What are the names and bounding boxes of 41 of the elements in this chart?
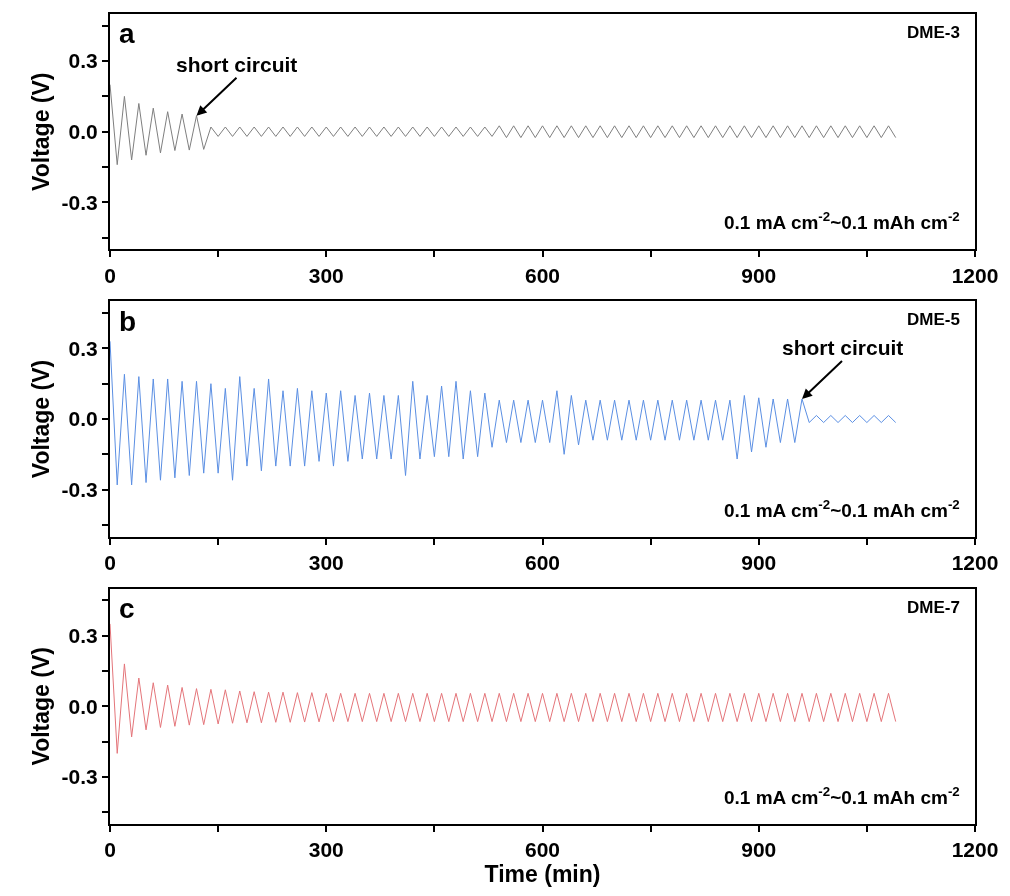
y-tick-label: 0.0 bbox=[68, 120, 98, 144]
x-tick-label: 900 bbox=[741, 263, 777, 287]
y-tick-label: -0.3 bbox=[61, 765, 98, 789]
x-tick-label: 0 bbox=[104, 550, 116, 574]
annotation: short circuit bbox=[176, 53, 298, 76]
y-axis-title: Voltage (V) bbox=[27, 647, 54, 766]
annotation: DME-5 bbox=[907, 310, 960, 329]
x-tick-label: 300 bbox=[308, 263, 344, 287]
x-tick-label: 900 bbox=[741, 550, 777, 574]
annotation: c bbox=[119, 593, 135, 624]
annotation: 0.1 mA cm$^{-2}$~0.1 mAh cm$^{-2}$ bbox=[724, 497, 960, 521]
annotation: 0.1 mA cm$^{-2}$~0.1 mAh cm$^{-2}$ bbox=[724, 209, 960, 233]
annotation: b bbox=[119, 306, 137, 337]
x-tick-label: 300 bbox=[308, 550, 344, 574]
annotation: DME-7 bbox=[907, 598, 960, 617]
x-tick-label: 0 bbox=[104, 838, 116, 862]
x-axis-title: Time (min) bbox=[484, 861, 601, 888]
annotation: short circuit bbox=[782, 336, 904, 359]
line-series bbox=[110, 84, 897, 166]
y-axis-title: Voltage (V) bbox=[27, 359, 54, 479]
x-tick-label: 1200 bbox=[951, 263, 999, 287]
y-tick-label: 0.3 bbox=[68, 336, 98, 360]
x-tick-label: 1200 bbox=[951, 550, 999, 574]
x-tick-label: 1200 bbox=[951, 838, 999, 862]
annotation: 0.1 mA cm$^{-2}$~0.1 mAh cm$^{-2}$ bbox=[724, 784, 960, 808]
annotation: DME-3 bbox=[907, 23, 960, 42]
x-tick-label: 600 bbox=[524, 838, 561, 862]
y-tick-label: 0.3 bbox=[68, 49, 98, 73]
annotation: a bbox=[119, 18, 135, 49]
y-tick-label: 0.0 bbox=[68, 407, 98, 431]
y-axis-title: Voltage (V) bbox=[27, 72, 54, 191]
y-tick-label: 0.3 bbox=[68, 624, 98, 648]
x-tick-label: 900 bbox=[741, 838, 777, 862]
y-tick-label: 0.0 bbox=[68, 694, 98, 718]
x-tick-label: 600 bbox=[524, 550, 561, 574]
line-series bbox=[110, 623, 897, 754]
x-tick-label: 0 bbox=[104, 263, 116, 287]
y-tick-label: -0.3 bbox=[61, 477, 98, 501]
x-tick-label: 300 bbox=[308, 838, 344, 862]
y-tick-label: -0.3 bbox=[61, 190, 98, 214]
x-tick-label: 600 bbox=[524, 263, 561, 287]
